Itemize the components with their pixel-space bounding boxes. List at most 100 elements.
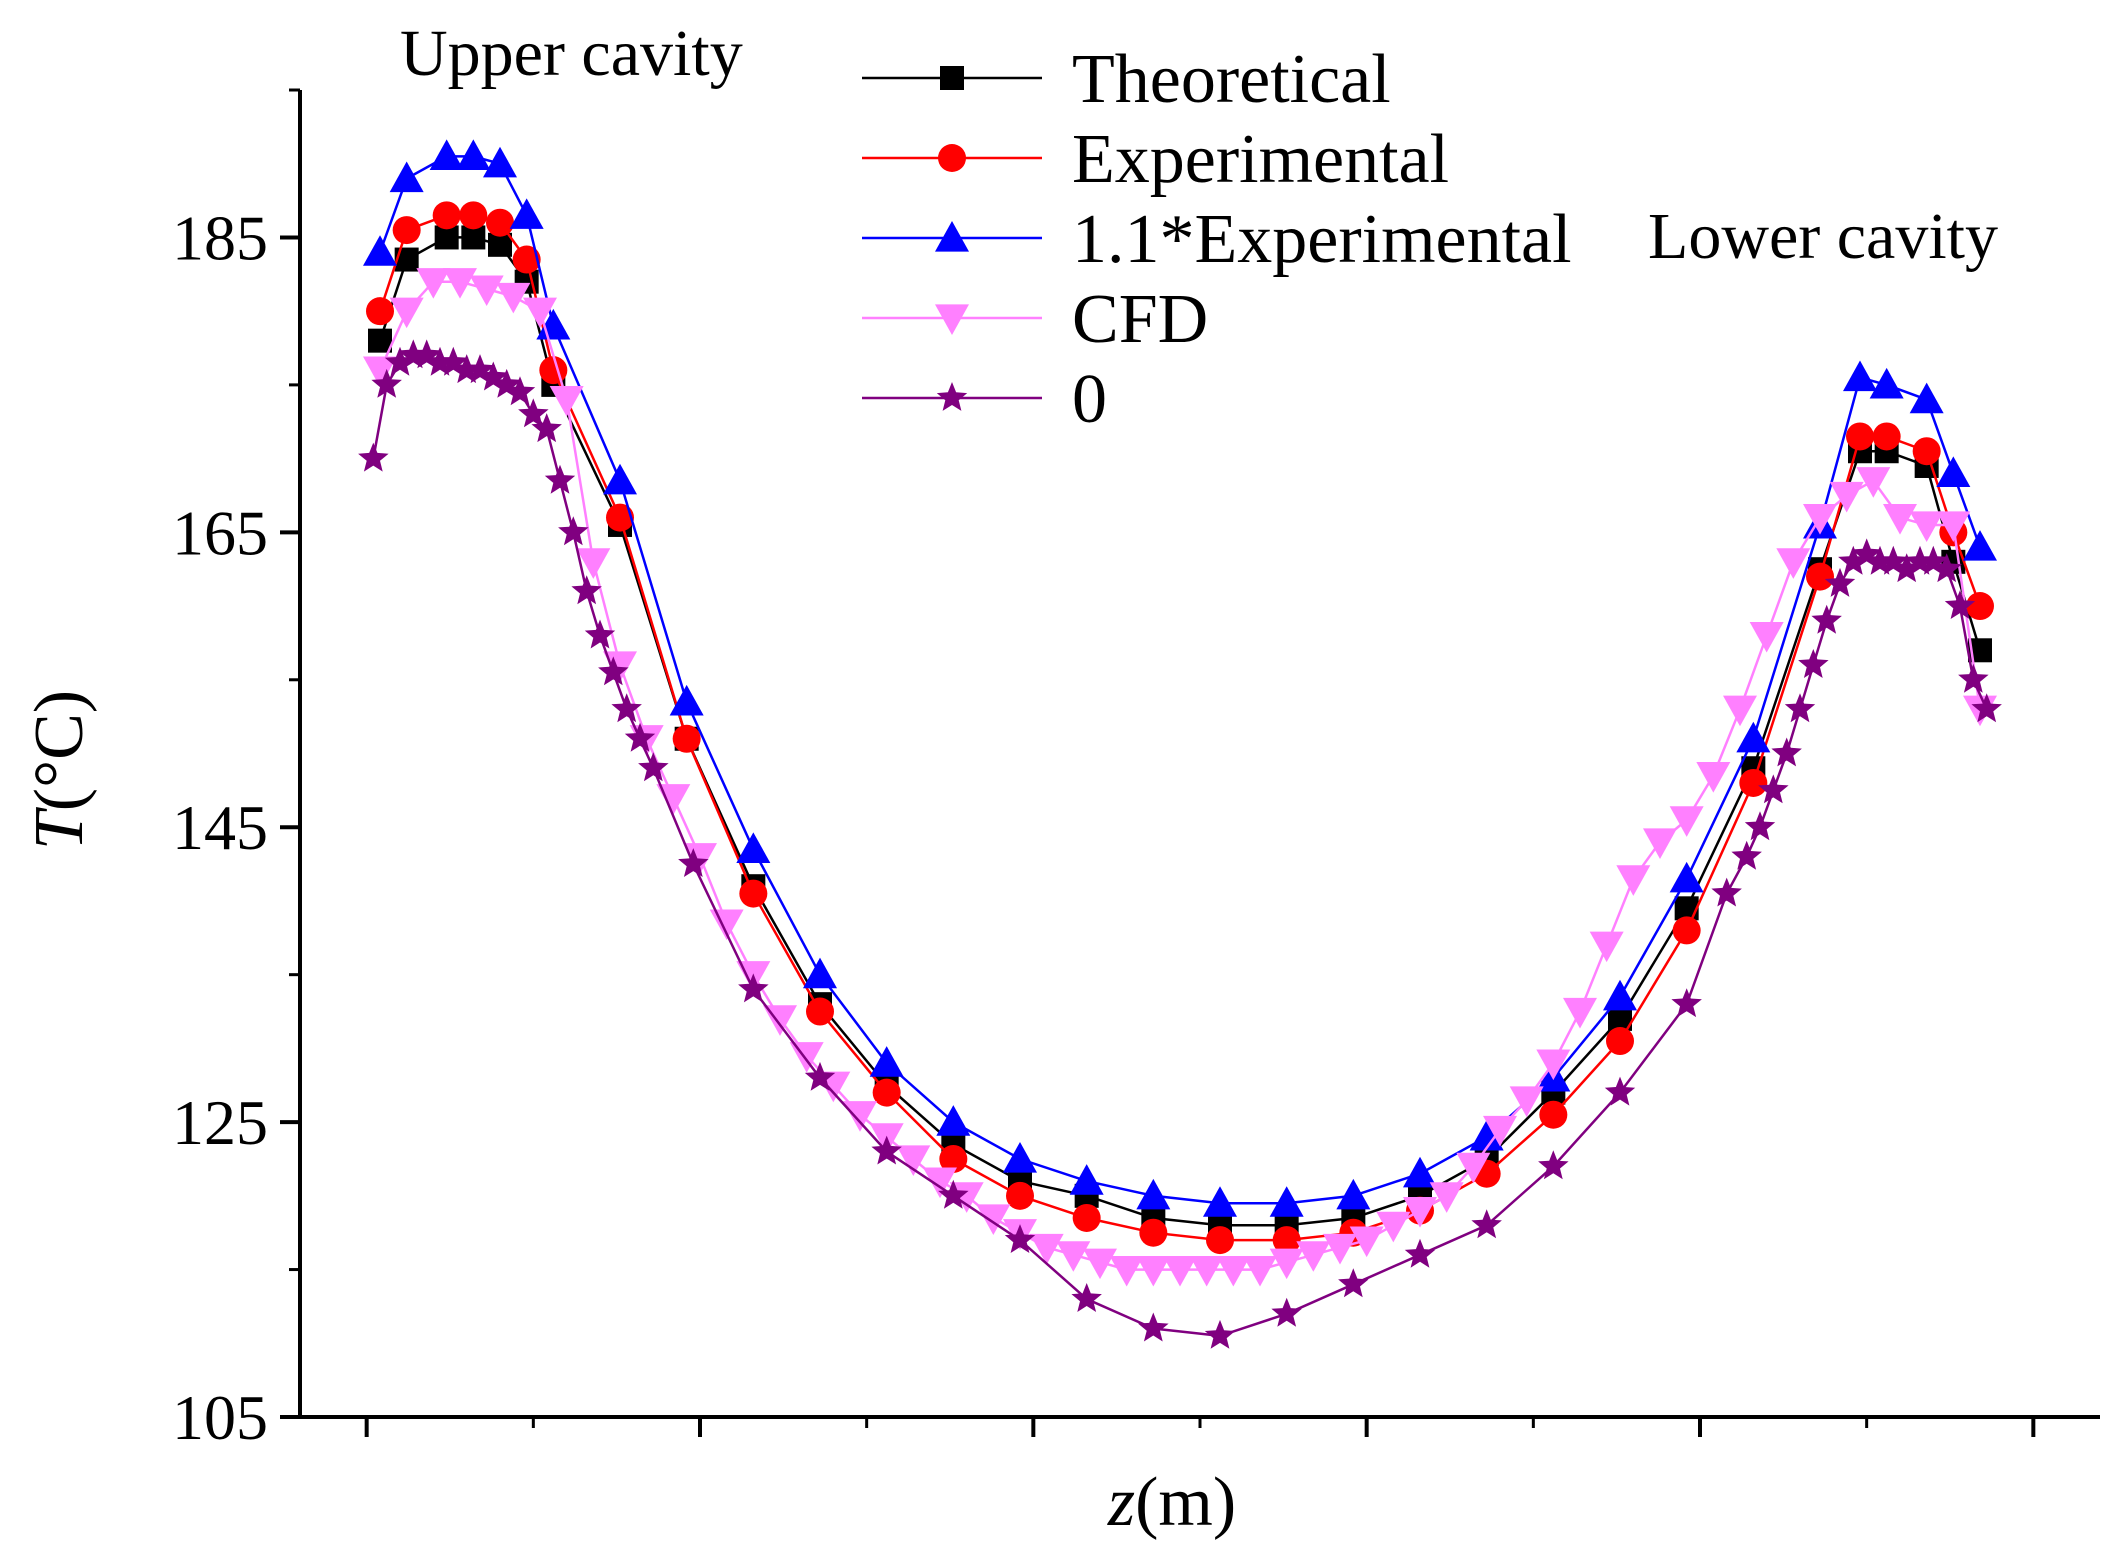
data-point-1-1-experimental bbox=[1669, 861, 1704, 893]
data-point-cfd bbox=[549, 386, 584, 417]
data-point-cfd bbox=[496, 282, 531, 314]
data-point-cfd bbox=[603, 651, 637, 683]
data-point-cfd bbox=[1643, 828, 1677, 859]
y-axis-title-var: T bbox=[21, 806, 98, 850]
data-point-1-1-experimental bbox=[1936, 456, 1971, 487]
data-point-cfd bbox=[1029, 1233, 1064, 1265]
data-point-experimental bbox=[739, 879, 768, 908]
data-point-cfd bbox=[949, 1182, 984, 1213]
data-point-zero bbox=[1204, 1319, 1236, 1349]
data-point-1-1-experimental bbox=[1403, 1156, 1437, 1188]
data-point-cfd bbox=[1109, 1255, 1144, 1287]
data-point-cfd bbox=[1323, 1233, 1357, 1265]
data-point-zero bbox=[1744, 811, 1776, 841]
data-point-cfd bbox=[1083, 1248, 1117, 1280]
data-point-experimental bbox=[1139, 1218, 1168, 1247]
data-point-experimental bbox=[1912, 437, 1941, 466]
data-point-zero bbox=[1771, 737, 1802, 767]
data-point-zero bbox=[611, 693, 642, 723]
data-point-1-1-experimental bbox=[869, 1046, 904, 1077]
data-point-experimental bbox=[512, 245, 541, 274]
data-point-zero bbox=[584, 619, 616, 649]
data-point-cfd bbox=[1803, 503, 1837, 535]
data-point-cfd bbox=[416, 268, 451, 299]
data-point-1-1-experimental bbox=[1736, 721, 1771, 753]
data-point-experimental bbox=[486, 208, 514, 237]
legend-marker-cfd bbox=[935, 304, 969, 335]
data-point-experimental bbox=[366, 297, 394, 326]
data-point-zero bbox=[1671, 988, 1702, 1018]
data-point-cfd bbox=[1909, 511, 1944, 542]
data-point-zero bbox=[371, 368, 402, 398]
data-point-cfd bbox=[1723, 695, 1757, 727]
data-point-zero bbox=[451, 354, 482, 384]
data-point-cfd bbox=[1589, 931, 1624, 963]
data-point-cfd bbox=[976, 1204, 1011, 1235]
series-layer bbox=[358, 139, 2002, 1349]
data-point-cfd bbox=[363, 356, 397, 388]
data-point-cfd bbox=[1936, 511, 1971, 542]
data-point-zero bbox=[1798, 649, 1829, 678]
y-tick-label: 145 bbox=[172, 792, 268, 863]
data-point-zero bbox=[518, 398, 549, 428]
data-point-theoretical bbox=[394, 247, 419, 272]
data-point-zero bbox=[738, 973, 769, 1003]
data-point-zero bbox=[1944, 590, 1976, 619]
data-point-experimental bbox=[1606, 1027, 1634, 1056]
data-point-cfd bbox=[1616, 865, 1651, 896]
data-point-experimental bbox=[1672, 916, 1701, 945]
data-point-zero bbox=[638, 752, 669, 782]
data-point-cfd bbox=[1216, 1255, 1251, 1287]
data-point-experimental bbox=[1739, 768, 1768, 797]
data-point-cfd bbox=[1429, 1182, 1464, 1213]
data-point-experimental bbox=[392, 216, 421, 245]
data-point-experimental bbox=[1966, 592, 1994, 621]
data-point-zero bbox=[504, 376, 536, 406]
data-point-experimental bbox=[1072, 1203, 1101, 1232]
data-point-cfd bbox=[1536, 1049, 1571, 1081]
data-point-cfd bbox=[896, 1145, 931, 1176]
data-point-zero bbox=[1471, 1209, 1502, 1239]
data-point-cfd bbox=[1669, 806, 1704, 837]
data-point-experimental bbox=[459, 201, 488, 230]
data-point-cfd bbox=[1563, 997, 1597, 1029]
data-point-experimental bbox=[1206, 1226, 1234, 1255]
data-point-experimental bbox=[1272, 1226, 1301, 1255]
data-point-cfd bbox=[1883, 503, 1917, 535]
x-axis-title-var: z bbox=[1107, 1464, 1135, 1541]
data-point-1-1-experimental bbox=[803, 957, 837, 989]
data-point-theoretical bbox=[488, 232, 512, 257]
data-point-cfd bbox=[1189, 1255, 1224, 1287]
data-point-cfd bbox=[923, 1167, 957, 1199]
data-point-zero bbox=[1811, 604, 1842, 634]
data-point-1-1-experimental bbox=[1203, 1186, 1237, 1217]
data-point-experimental bbox=[1806, 562, 1834, 591]
data-point-1-1-experimental bbox=[936, 1105, 971, 1136]
data-point-zero bbox=[544, 464, 576, 494]
legend-marker-zero bbox=[936, 382, 968, 411]
data-point-experimental bbox=[539, 356, 568, 385]
data-point-cfd bbox=[576, 548, 611, 579]
data-point-zero bbox=[1004, 1224, 1036, 1253]
data-point-zero bbox=[804, 1061, 836, 1091]
legend-marker-experimental bbox=[938, 144, 966, 172]
data-point-zero bbox=[411, 339, 442, 369]
data-point-cfd bbox=[1269, 1248, 1304, 1280]
data-point-experimental bbox=[432, 201, 461, 230]
data-point-cfd bbox=[389, 297, 424, 329]
data-point-zero bbox=[1604, 1076, 1636, 1106]
data-point-cfd bbox=[656, 784, 691, 815]
data-point-theoretical bbox=[368, 328, 392, 353]
data-point-zero bbox=[531, 413, 562, 443]
data-point-zero bbox=[358, 442, 389, 472]
data-point-1-1-experimental bbox=[1843, 360, 1877, 392]
data-point-1-1-experimental bbox=[603, 463, 637, 495]
data-point-cfd bbox=[1456, 1152, 1491, 1184]
data-point-cfd bbox=[1856, 467, 1891, 498]
data-point-1-1-experimental bbox=[389, 161, 424, 193]
data-point-theoretical bbox=[461, 225, 486, 250]
data-point-1-1-experimental bbox=[509, 198, 544, 229]
data-point-1-1-experimental bbox=[429, 139, 464, 170]
data-point-1-1-experimental bbox=[1336, 1178, 1371, 1210]
